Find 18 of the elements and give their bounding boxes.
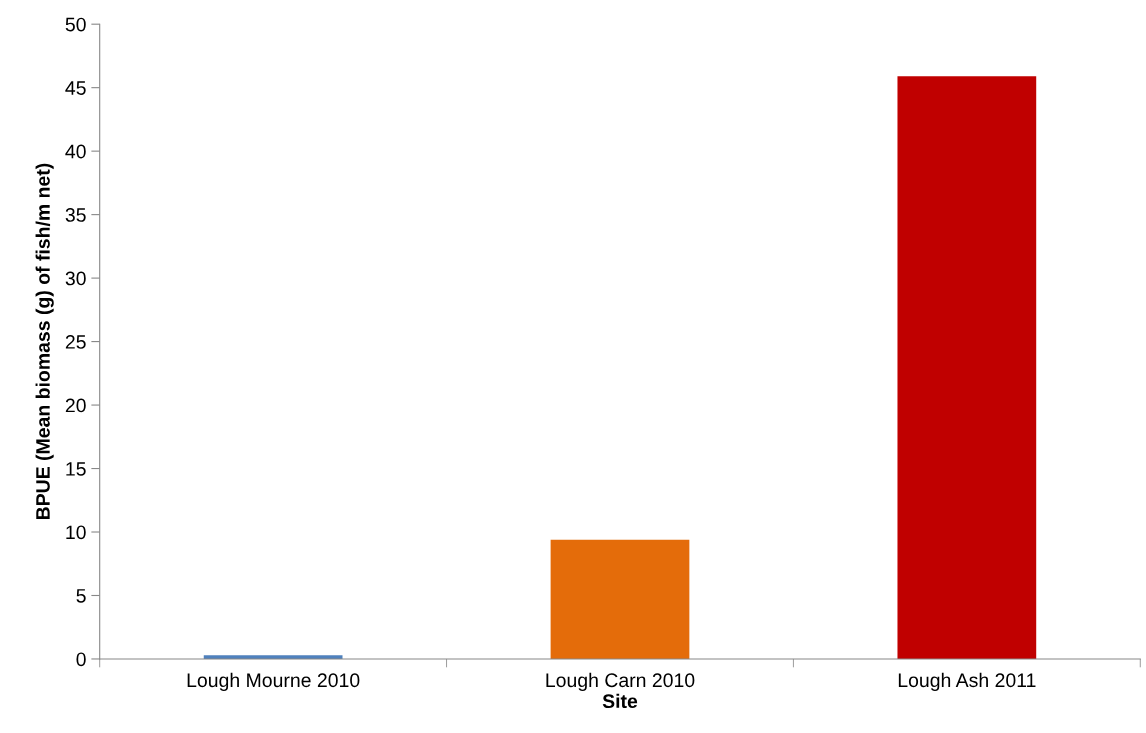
x-axis-title: Site: [602, 693, 638, 709]
x-tick-label: Lough Carn 2010: [546, 672, 695, 691]
y-tick-label: 15: [66, 462, 86, 476]
y-tick-label: 40: [65, 144, 86, 159]
bar: [897, 76, 1037, 659]
y-tick-label: 50: [65, 17, 86, 32]
y-tick-label: 20: [65, 398, 86, 413]
y-tick-label: 30: [65, 271, 86, 286]
y-tick-label: 35: [65, 208, 86, 222]
y-tick-label: 45: [65, 81, 86, 95]
y-tick-label: 0: [76, 652, 86, 667]
y-tick-label: 5: [76, 589, 86, 603]
x-tick-label: Lough Ash 2011: [898, 672, 1036, 691]
y-tick-label: 25: [65, 335, 86, 349]
x-tick-label: Lough Mourne 2010: [187, 672, 360, 691]
bar: [550, 539, 690, 659]
y-axis-title: BPUE (Mean biomass (g) of fish/m net): [35, 163, 54, 520]
y-tick-label: 10: [66, 525, 86, 540]
